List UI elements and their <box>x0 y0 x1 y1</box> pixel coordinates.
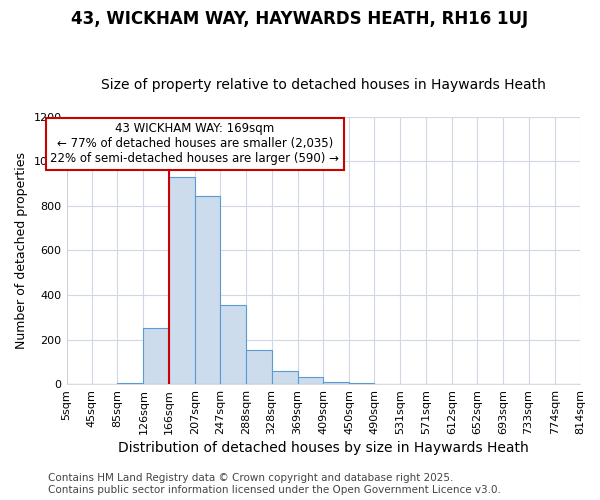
Bar <box>118 383 143 384</box>
Title: Size of property relative to detached houses in Haywards Heath: Size of property relative to detached ho… <box>101 78 546 92</box>
Bar <box>220 305 246 384</box>
Bar <box>143 328 169 384</box>
Bar <box>169 177 195 384</box>
Bar <box>323 382 349 384</box>
Y-axis label: Number of detached properties: Number of detached properties <box>15 152 28 349</box>
Bar <box>272 370 298 384</box>
Text: Contains HM Land Registry data © Crown copyright and database right 2025.
Contai: Contains HM Land Registry data © Crown c… <box>48 474 501 495</box>
Bar <box>195 196 220 384</box>
Text: 43 WICKHAM WAY: 169sqm
← 77% of detached houses are smaller (2,035)
22% of semi-: 43 WICKHAM WAY: 169sqm ← 77% of detached… <box>50 122 339 166</box>
Bar <box>246 350 272 384</box>
Bar <box>349 383 374 384</box>
X-axis label: Distribution of detached houses by size in Haywards Heath: Distribution of detached houses by size … <box>118 441 529 455</box>
Text: 43, WICKHAM WAY, HAYWARDS HEATH, RH16 1UJ: 43, WICKHAM WAY, HAYWARDS HEATH, RH16 1U… <box>71 10 529 28</box>
Bar <box>298 378 323 384</box>
